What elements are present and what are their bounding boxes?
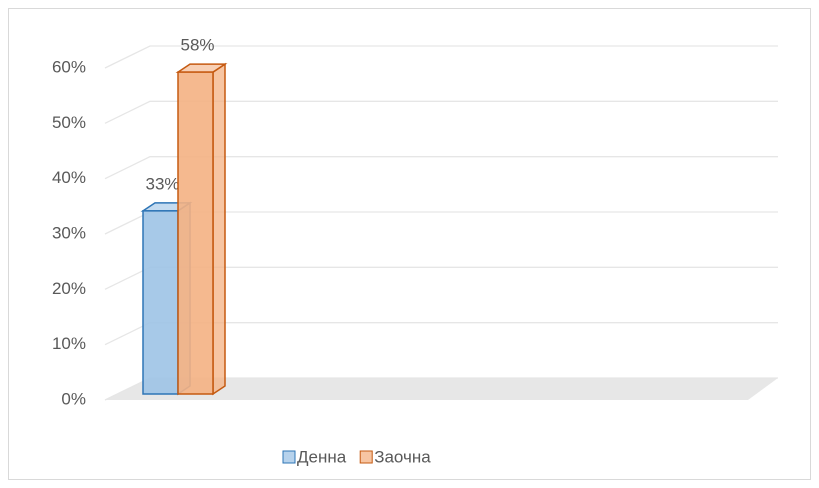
y-tick-label: 60% <box>52 57 86 76</box>
bar <box>177 71 214 395</box>
grid-line <box>104 156 778 180</box>
y-tick-label: 10% <box>52 334 86 353</box>
legend-label: Заочна <box>374 447 431 466</box>
y-tick-label: 40% <box>52 168 86 187</box>
legend-swatch <box>359 450 373 464</box>
bar-side <box>212 62 226 396</box>
data-label: 33% <box>145 174 179 193</box>
y-tick-label: 50% <box>52 113 86 132</box>
chart-frame <box>8 8 811 480</box>
grid-line <box>104 100 778 124</box>
legend-swatch <box>282 450 296 464</box>
legend-label: Денна <box>297 447 347 466</box>
data-label: 58% <box>180 36 214 55</box>
bar <box>142 210 179 395</box>
grid-line <box>104 45 778 69</box>
floor <box>106 378 778 400</box>
y-tick-label: 20% <box>52 279 86 298</box>
y-tick-label: 30% <box>52 223 86 242</box>
y-tick-label: 0% <box>61 389 86 408</box>
